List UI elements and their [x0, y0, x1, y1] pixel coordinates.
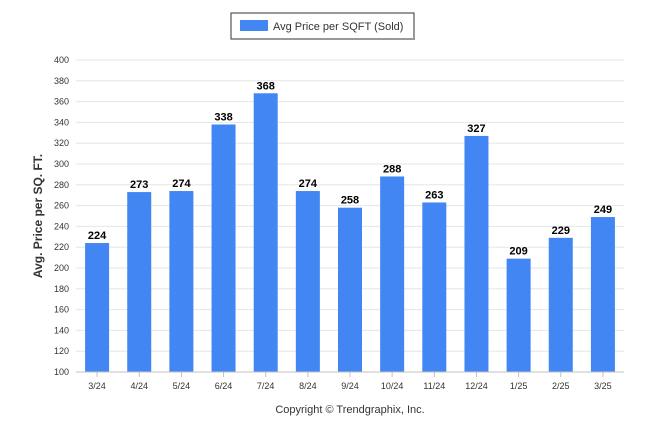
- data-label: 224: [88, 230, 107, 242]
- bar: [464, 135, 489, 372]
- bar: [380, 176, 405, 372]
- data-label: 338: [214, 111, 232, 123]
- bars: 224 273 274 338 368 274 258 288 263 327 209 229 249: [85, 80, 615, 372]
- x-tick-label: 2/25: [552, 381, 570, 391]
- y-tick-label: 240: [54, 221, 69, 231]
- x-tick-label: 8/24: [299, 381, 317, 391]
- x-axis: 3/24 4/24 5/24 6/24 7/24 8/24 9/24 10/24 11/24 12…: [76, 371, 624, 391]
- legend-shadow: [413, 15, 415, 40]
- bar: [295, 191, 320, 372]
- bar: [127, 192, 152, 372]
- y-tick-label: 400: [54, 55, 69, 65]
- bar: [590, 217, 615, 372]
- y-tick-label: 160: [54, 305, 69, 315]
- bar: [169, 191, 194, 372]
- bar: [211, 124, 236, 372]
- x-tick-label: 11/24: [423, 381, 445, 391]
- x-tick-label: 10/24: [381, 381, 404, 391]
- y-axis-title: Avg. Price per SQ. FT.: [31, 154, 45, 278]
- y-tick-label: 380: [54, 76, 69, 86]
- data-label: 274: [172, 178, 191, 190]
- data-label: 209: [509, 246, 527, 258]
- x-tick-label: 9/24: [341, 381, 359, 391]
- data-label: 274: [299, 178, 318, 190]
- data-label: 368: [257, 80, 275, 92]
- y-tick-label: 180: [54, 284, 69, 294]
- data-label: 229: [552, 225, 570, 237]
- data-label: 273: [130, 179, 148, 191]
- legend-swatch: [240, 20, 268, 31]
- bar: [85, 243, 110, 372]
- y-tick-label: 120: [54, 346, 69, 356]
- y-tick-label: 260: [54, 201, 69, 211]
- y-tick-label: 220: [54, 242, 69, 252]
- legend-label: Avg Price per SQFT (Sold): [273, 21, 403, 33]
- bar: [548, 237, 573, 372]
- x-tick-label: 6/24: [215, 381, 233, 391]
- bar: [338, 207, 362, 372]
- y-tick-label: 140: [54, 325, 69, 335]
- x-tick-label: 7/24: [257, 381, 275, 391]
- y-axis: 100 120 140 160 180 200 220 240 260 280 300 320 340 3…: [54, 55, 69, 377]
- y-tick-label: 300: [54, 159, 69, 169]
- data-label: 258: [341, 195, 359, 207]
- data-label: 263: [425, 189, 443, 201]
- data-label: 288: [383, 163, 401, 175]
- x-tick-label: 3/25: [594, 381, 612, 391]
- x-tick-label: 12/24: [465, 381, 488, 391]
- bar: [253, 93, 278, 372]
- x-tick-label: 4/24: [130, 381, 148, 391]
- y-tick-label: 340: [54, 117, 69, 127]
- legend: Avg Price per SQFT (Sold): [230, 12, 415, 40]
- data-label: 249: [594, 204, 612, 216]
- copyright-credit: Copyright © Trendgraphix, Inc.: [275, 404, 424, 416]
- bar: [422, 202, 447, 372]
- x-tick-label: 1/25: [510, 381, 528, 391]
- data-label: 327: [467, 123, 485, 135]
- x-tick-label: 3/24: [88, 381, 106, 391]
- x-tick-label: 5/24: [173, 381, 191, 391]
- y-tick-label: 320: [54, 138, 69, 148]
- y-tick-label: 200: [54, 263, 69, 273]
- y-tick-label: 100: [54, 367, 69, 377]
- y-tick-label: 280: [54, 180, 69, 190]
- bar: [506, 258, 531, 372]
- y-tick-label: 360: [54, 97, 69, 107]
